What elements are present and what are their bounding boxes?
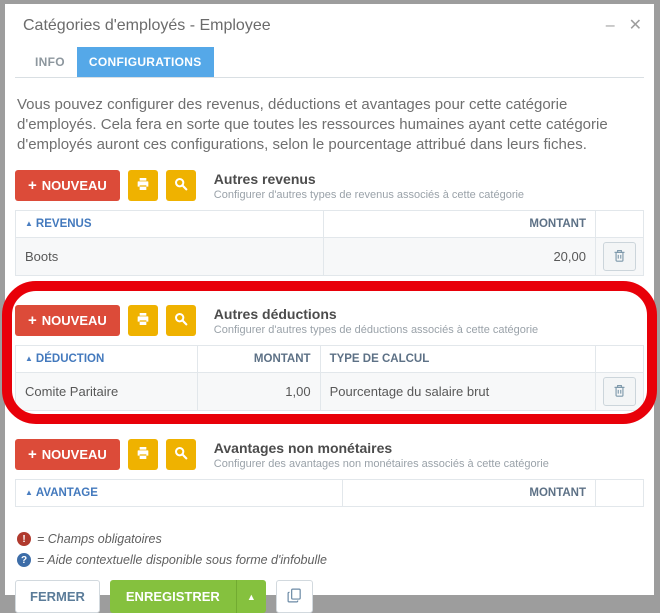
column-header-montant[interactable]: MONTANT [341,479,597,507]
search-icon [173,176,189,195]
section-autres-revenus: + NOUVEAU Autres revenus Configurer d'au… [15,170,644,276]
employee-category-dialog: Catégories d'employés - Employee – ✕ INF… [5,4,654,613]
tab-bar: INFO CONFIGURATIONS [15,47,644,78]
column-header-montant[interactable]: MONTANT [197,345,321,373]
section-heading: Autres revenus Configurer d'autres types… [214,171,524,201]
tab-info[interactable]: INFO [35,55,65,69]
printer-icon [135,311,151,330]
section-autres-deductions: + NOUVEAU Autres déductions Configurer d… [14,305,644,411]
toolbar-revenus: + NOUVEAU Autres revenus Configurer d'au… [15,170,644,201]
column-header-type-calcul[interactable]: TYPE DE CALCUL [319,345,597,373]
column-header-montant[interactable]: MONTANT [322,210,597,238]
new-revenu-button[interactable]: + NOUVEAU [15,170,120,201]
revenu-name-cell: Boots [15,237,324,276]
footnote-text: = Champs obligatoires [37,532,162,546]
new-button-label: NOUVEAU [41,447,107,462]
close-icon[interactable]: ✕ [628,17,642,34]
revenus-table: ▲ REVENUS MONTANT Boots 20,00 [15,210,644,276]
toolbar-avantages: + NOUVEAU Avantages non monétaires Confi… [15,439,644,470]
trash-icon [612,383,627,401]
column-header-actions [595,479,644,507]
footnotes: ! = Champs obligatoires ? = Aide context… [17,532,644,567]
column-header-actions [595,210,644,238]
search-icon [173,311,189,330]
new-button-label: NOUVEAU [41,313,107,328]
footnote-required: ! = Champs obligatoires [17,532,644,546]
minimize-icon[interactable]: – [605,17,615,34]
footnote-help: ? = Aide contextuelle disponible sous fo… [17,553,644,567]
new-deduction-button[interactable]: + NOUVEAU [15,305,120,336]
section-heading: Autres déductions Configurer d'autres ty… [214,306,538,336]
deduction-name-cell: Comite Paritaire [14,372,199,411]
toolbar-deductions: + NOUVEAU Autres déductions Configurer d… [15,305,644,336]
section-subtitle: Configurer d'autres types de déductions … [213,323,539,336]
duplicate-button[interactable] [275,580,313,613]
section-avantages: + NOUVEAU Avantages non monétaires Confi… [15,439,644,507]
sort-asc-icon: ▲ [25,354,33,363]
revenu-montant-cell: 20,00 [322,237,597,276]
column-header-revenus[interactable]: ▲ REVENUS [15,210,324,238]
print-deductions-button[interactable] [127,305,158,336]
tab-configurations[interactable]: CONFIGURATIONS [76,47,214,77]
avantages-table: ▲ AVANTAGE MONTANT [15,479,644,507]
plus-icon: + [28,446,37,463]
fermer-button[interactable]: FERMER [15,580,100,613]
description-text: Vous pouvez configurer des revenus, dédu… [17,96,608,153]
sort-asc-icon: ▲ [25,219,33,228]
section-title: Autres revenus [213,170,316,187]
dialog-footer: FERMER ENREGISTRER ▲ [15,580,644,613]
deduction-type-cell: Pourcentage du salaire brut [319,372,597,411]
save-options-caret[interactable]: ▲ [235,580,266,613]
search-deductions-button[interactable] [165,305,196,336]
new-avantage-button[interactable]: + NOUVEAU [15,439,120,470]
window-title: Catégories d'employés - Employee [23,17,271,34]
column-header-avantage[interactable]: ▲ AVANTAGE [15,479,343,507]
help-icon: ? [17,553,31,567]
new-button-label: NOUVEAU [41,178,107,193]
search-revenus-button[interactable] [165,170,196,201]
column-header-deduction[interactable]: ▲ DÉDUCTION [14,345,199,373]
deductions-table: ▲ DÉDUCTION MONTANT TYPE DE CALCUL Comite… [14,345,644,411]
table-row: Comite Paritaire 1,00 Pourcentage du sal… [14,372,644,411]
print-avantages-button[interactable] [127,439,158,470]
table-row: Boots 20,00 [15,237,644,276]
window-header: Catégories d'employés - Employee – ✕ [15,4,644,35]
section-title: Autres déductions [213,305,337,322]
column-header-actions [595,345,644,373]
search-icon [173,445,189,464]
sort-asc-icon: ▲ [25,488,33,497]
search-avantages-button[interactable] [165,439,196,470]
trash-icon [612,248,627,266]
print-revenus-button[interactable] [127,170,158,201]
deduction-montant-cell: 1,00 [197,372,321,411]
plus-icon: + [28,312,37,329]
delete-revenu-button[interactable] [603,242,636,271]
window-controls: – ✕ [606,18,642,34]
copy-icon [286,587,303,607]
enregistrer-button[interactable]: ENREGISTRER [109,580,236,613]
save-split-button: ENREGISTRER ▲ [109,580,266,613]
section-heading: Avantages non monétaires Configurer des … [214,440,549,470]
footnote-text: = Aide contextuelle disponible sous form… [37,553,327,567]
section-subtitle: Configurer d'autres types de revenus ass… [213,188,525,201]
section-subtitle: Configurer des avantages non monétaires … [213,457,549,470]
printer-icon [135,445,151,464]
printer-icon [135,176,151,195]
caret-up-icon: ▲ [246,591,256,602]
section-title: Avantages non monétaires [213,439,393,456]
required-field-icon: ! [17,532,31,546]
delete-deduction-button[interactable] [603,377,636,406]
plus-icon: + [28,177,37,194]
